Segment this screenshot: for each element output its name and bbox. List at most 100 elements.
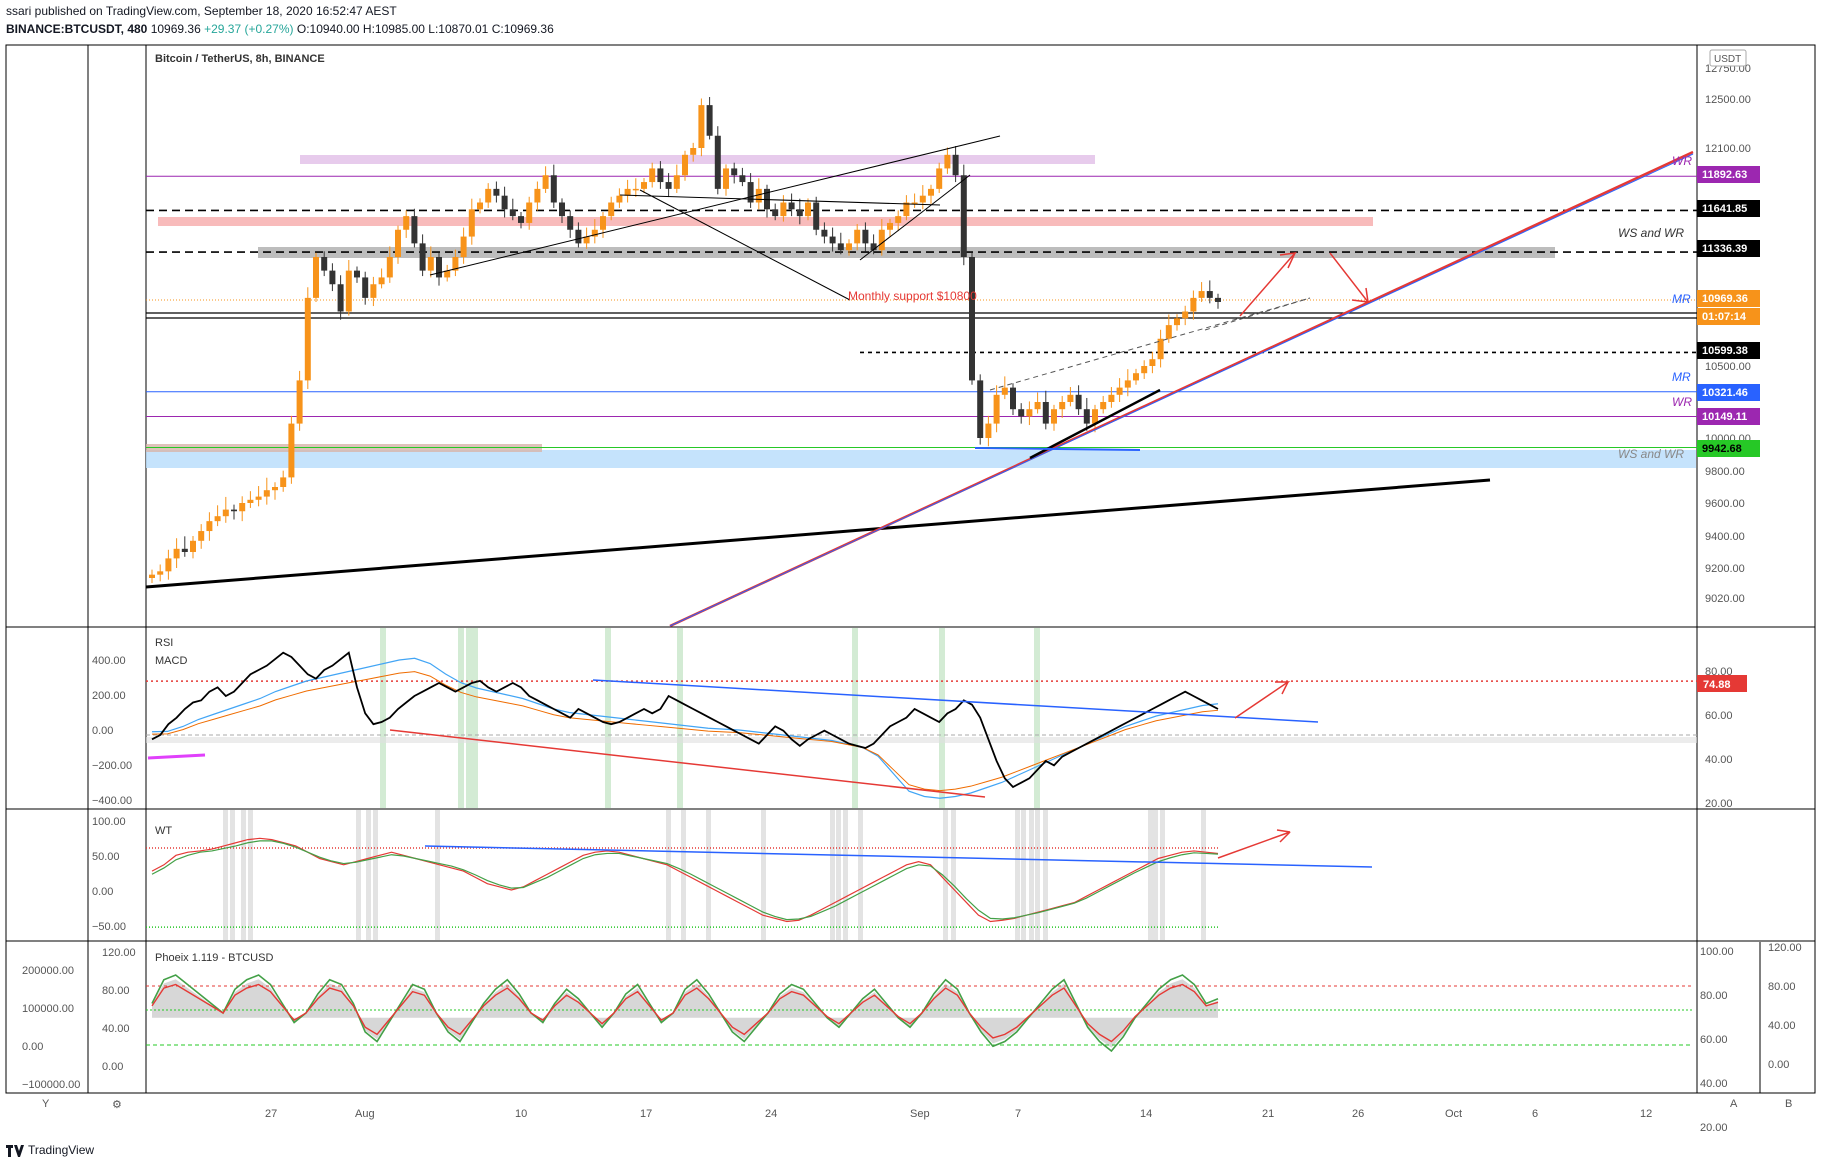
candle-body (813, 202, 820, 230)
candle-body (1133, 373, 1139, 381)
currency-label: USDT (1714, 54, 1741, 65)
wt-axis-tick: 0.00 (92, 886, 113, 898)
wt-signal-bar (1160, 810, 1165, 940)
symbol-name[interactable]: BINANCE:BTCUSDT, 480 (6, 22, 148, 36)
candle-body (649, 168, 656, 183)
rsi-projection-arrow (1234, 681, 1291, 719)
wt-signal-bar (230, 810, 235, 940)
candle-body (846, 243, 852, 251)
candle-body (444, 270, 451, 278)
wt-axis-tick: 100.00 (92, 816, 126, 828)
phoeix-axis-tick: 40.00 (1768, 1020, 1796, 1032)
candle-body (632, 188, 639, 191)
wt2-line (151, 840, 1219, 921)
time-axis-tick: 21 (1262, 1108, 1274, 1120)
candle-body (239, 503, 246, 512)
candle-body (362, 277, 369, 298)
time-axis-tick: 24 (765, 1108, 777, 1120)
phoeix-axis-tick: 120.00 (1768, 942, 1802, 954)
time-axis-tick: Aug (355, 1108, 375, 1120)
candle-body (821, 229, 828, 237)
phoeix-axis-tick: 120.00 (102, 947, 136, 959)
macd-axis-tick: 200.00 (92, 690, 126, 702)
footer-brand[interactable]: TradingView (6, 1143, 94, 1157)
candle-body (419, 243, 426, 271)
price-label-text: 11336.39 (1702, 243, 1747, 255)
long-support-trendline (145, 478, 1491, 589)
signal-highlight-bar (852, 628, 858, 808)
level-annotation: WS and WR (1618, 226, 1684, 240)
candle-body (985, 423, 992, 438)
candle-body (1067, 394, 1074, 402)
candle-body (411, 216, 418, 244)
price-label-text: 10599.38 (1702, 345, 1748, 357)
tradingview-logo-icon (6, 1144, 24, 1157)
price-label-box (1697, 166, 1760, 183)
log-scale-button[interactable]: B (1785, 1098, 1793, 1110)
candle-body (329, 270, 336, 285)
macd-line (151, 657, 1219, 799)
phoeix-title: Phoeix 1.119 - BTCUSD (155, 952, 273, 964)
rsi-line (151, 651, 1219, 789)
candle-body (723, 168, 729, 189)
rsi-neutral-band (146, 737, 1697, 743)
brown-zone (146, 444, 542, 452)
candle-body (386, 257, 393, 278)
candle-body (395, 229, 401, 257)
price-pane-title: Bitcoin / TetherUS, 8h, BINANCE (155, 53, 325, 65)
candle-body (1149, 359, 1156, 366)
candle-body (345, 270, 352, 312)
wt-signal-bar (761, 810, 766, 940)
range-y-button[interactable]: Y (42, 1098, 50, 1110)
candle-body (190, 540, 196, 552)
time-axis-tick: 10 (515, 1108, 527, 1120)
candle-body (370, 284, 377, 298)
channel-dashed-ext (1204, 297, 1311, 331)
candle-body (887, 222, 893, 230)
wt-signal-bar (366, 810, 371, 940)
phoeix-axis-tick: 200000.00 (22, 965, 74, 977)
phoeix-red-line (151, 983, 1219, 1043)
local-support-trendline (1029, 388, 1161, 460)
candle-body (1157, 338, 1164, 360)
price-label-text: 01:07:14 (1702, 311, 1747, 323)
candle-body (706, 105, 713, 136)
time-axis-tick: 27 (265, 1108, 277, 1120)
magenta-marker (147, 753, 206, 760)
wedge-right-line (859, 174, 971, 261)
candle-body (837, 243, 844, 251)
candle-body (1059, 402, 1066, 410)
candle-body (378, 277, 385, 285)
auto-scale-button[interactable]: A (1730, 1098, 1738, 1110)
candle-body (624, 188, 631, 196)
time-axis-tick: 14 (1140, 1108, 1152, 1120)
phoeix-green-line (151, 974, 1219, 1053)
wt-signal-bar (830, 810, 835, 940)
level-annotation: WR (1672, 154, 1692, 168)
wt-title: WT (155, 825, 172, 837)
candle-body (780, 202, 787, 217)
phoeix-axis-tick: 80.00 (102, 985, 130, 997)
gear-icon[interactable]: ⚙ (112, 1099, 122, 1111)
rsi-marker-label: 74.88 (1703, 679, 1731, 691)
price-label-text: 11892.63 (1702, 169, 1747, 181)
candle-body (1165, 325, 1172, 339)
candle-body (600, 216, 606, 230)
wedge-middle-line (619, 194, 941, 206)
price-axis-tick: 12500.00 (1705, 94, 1751, 106)
phoeix-axis-tick: 0.00 (1768, 1059, 1789, 1071)
candle-body (862, 229, 869, 244)
candle-body (1116, 387, 1123, 395)
candle-body (460, 236, 467, 257)
candle-body (747, 182, 754, 203)
wt-signal-bar (681, 810, 686, 940)
candle-body (559, 202, 565, 217)
time-axis-tick: 26 (1352, 1108, 1364, 1120)
wedge-upper-line (429, 135, 1001, 276)
wt-signal-bar (1029, 810, 1034, 940)
price-label-box (1697, 408, 1760, 425)
candle-body (960, 175, 967, 257)
candle-body (616, 195, 623, 203)
candle-body (173, 548, 180, 559)
